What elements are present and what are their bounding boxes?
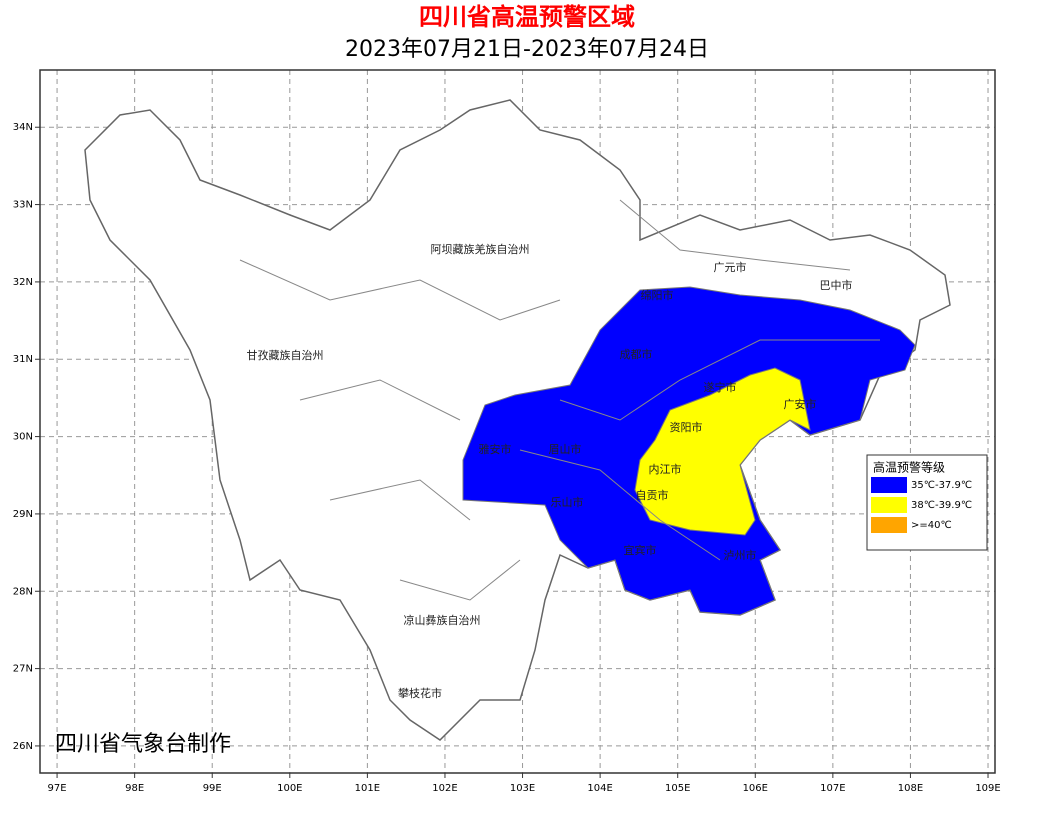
region-label: 巴中市	[820, 278, 853, 292]
credit: 四川省气象台制作	[55, 732, 231, 757]
region-label: 泸州市	[724, 548, 757, 562]
region-label: 广元市	[714, 260, 747, 274]
legend-label: 38℃-39.9℃	[911, 500, 972, 511]
region-label: 广安市	[784, 397, 817, 411]
x-tick-label: 108E	[898, 783, 923, 794]
x-tick-label: 99E	[203, 783, 222, 794]
x-tick-label: 104E	[587, 783, 612, 794]
subtitle: 2023年07月21日-2023年07月24日	[345, 37, 709, 62]
district-lines	[239, 199, 880, 601]
region-label: 眉山市	[549, 442, 582, 456]
y-tick-label: 29N	[13, 509, 33, 520]
region-label: 阿坝藏族羌族自治州	[431, 242, 530, 256]
x-tick-label: 98E	[125, 783, 144, 794]
region-label: 遂宁市	[704, 380, 737, 394]
legend-label: >=40℃	[911, 520, 952, 531]
legend-swatch	[871, 477, 907, 493]
x-tick-label: 100E	[277, 783, 302, 794]
x-tick-label: 103E	[510, 783, 535, 794]
x-tick-label: 106E	[743, 783, 768, 794]
region-label: 雅安市	[479, 442, 512, 456]
legend-swatch	[871, 517, 907, 533]
legend: 高温预警等级 35℃-37.9℃ 38℃-39.9℃ >=40℃	[866, 454, 988, 551]
x-tick-label: 101E	[355, 783, 380, 794]
y-tick-label: 27N	[13, 664, 33, 675]
map-frame	[39, 69, 996, 774]
y-tick-label: 28N	[13, 586, 33, 597]
legend-swatch	[871, 497, 907, 513]
region-label: 乐山市	[551, 495, 584, 509]
region-label: 攀枝花市	[398, 686, 442, 700]
region-label: 宜宾市	[624, 543, 657, 557]
region-label: 资阳市	[670, 420, 703, 434]
y-tick-label: 33N	[13, 200, 33, 211]
y-tick-label: 34N	[13, 122, 33, 133]
legend-label: 35℃-37.9℃	[911, 480, 972, 491]
title: 四川省高温预警区域	[419, 3, 635, 31]
y-tick-label: 31N	[13, 354, 33, 365]
x-tick-label: 109E	[975, 783, 1000, 794]
y-tick-label: 32N	[13, 277, 33, 288]
y-tick-label: 26N	[13, 741, 33, 752]
region-label: 成都市	[620, 347, 653, 361]
x-tick-label: 102E	[432, 783, 457, 794]
region-label: 甘孜藏族自治州	[247, 348, 324, 362]
legend-title: 高温预警等级	[873, 460, 945, 475]
region-label: 自贡市	[636, 488, 669, 502]
x-tick-label: 107E	[820, 783, 845, 794]
y-tick-label: 30N	[13, 432, 33, 443]
x-tick-label: 97E	[48, 783, 67, 794]
region-label: 绵阳市	[641, 288, 674, 302]
region-label: 内江市	[649, 462, 682, 476]
x-tick-label: 105E	[665, 783, 690, 794]
warning-area-yellow	[634, 367, 811, 536]
region-label: 凉山彝族自治州	[404, 613, 481, 627]
